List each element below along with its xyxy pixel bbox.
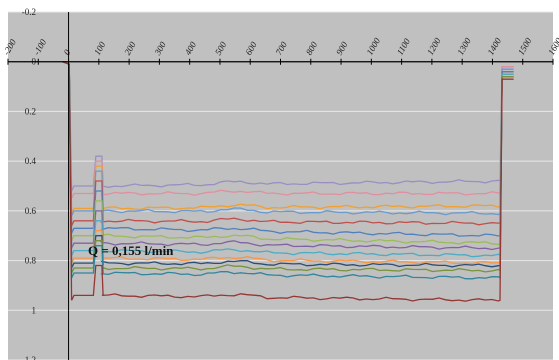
series-line: [62, 61, 514, 214]
y-tick-label: 0.6: [25, 206, 37, 216]
series-line: [62, 61, 514, 258]
series-line: [62, 61, 514, 269]
series-line: [62, 61, 514, 199]
series-group: [62, 61, 514, 302]
y-tick-label: 1.2: [25, 355, 36, 360]
series-line: [62, 61, 514, 246]
plot-area: [8, 12, 553, 360]
x-tick-label: 0: [62, 47, 73, 56]
series-line: [62, 61, 514, 302]
series-line: [62, 61, 514, 280]
y-tick-label: 0.8: [25, 256, 37, 266]
series-line: [62, 61, 514, 274]
y-tick-label: 0.2: [25, 106, 36, 116]
series-line: [62, 61, 514, 237]
flow-annotation: Q = 0,155 l/min: [88, 243, 174, 258]
series-line: [62, 61, 514, 217]
series-line: [62, 61, 514, 251]
series-line: [62, 61, 514, 227]
y-tick-label: -0.2: [22, 7, 36, 17]
y-tick-label: 0.4: [25, 156, 37, 166]
axes: -0.200.20.40.60.811.2-200-10001002003004…: [1, 7, 559, 360]
series-line: [62, 61, 514, 265]
y-tick-label: 1: [32, 305, 37, 315]
series-line: [62, 61, 514, 192]
